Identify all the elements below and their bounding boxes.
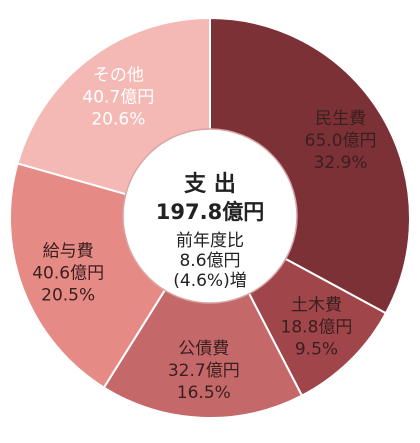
- pie-slice-3: [102, 215, 304, 419]
- slice-percent-label: 9.5%: [295, 339, 338, 359]
- slice-percent-label: 20.6%: [91, 110, 145, 130]
- slice-name-label: 民生費: [315, 109, 366, 129]
- slice-amount-label: 32.7億円: [168, 361, 240, 381]
- center-title: 支 出: [184, 172, 236, 197]
- slice-name-label: 土木費: [291, 295, 342, 315]
- slice-name-label: 公債費: [178, 339, 229, 359]
- center-total: 197.8億円: [156, 200, 264, 224]
- center-hole: [122, 128, 298, 304]
- slice-amount-label: 40.7億円: [82, 88, 154, 108]
- slice-percent-label: 32.9%: [314, 153, 368, 173]
- slice-name-label: その他: [93, 66, 144, 86]
- slice-name-label: 給与費: [43, 242, 94, 262]
- slice-percent-label: 16.5%: [177, 383, 231, 403]
- slice-amount-label: 18.8億円: [281, 317, 353, 337]
- slice-percent-label: 20.5%: [41, 286, 95, 306]
- slice-amount-label: 65.0億円: [305, 131, 377, 151]
- center-note-line-1: 前年度比: [176, 231, 244, 251]
- slice-amount-label: 40.6億円: [32, 264, 104, 284]
- center-note-line-2: 8.6億円: [179, 251, 240, 271]
- center-note-line-3: (4.6%)増: [173, 271, 246, 291]
